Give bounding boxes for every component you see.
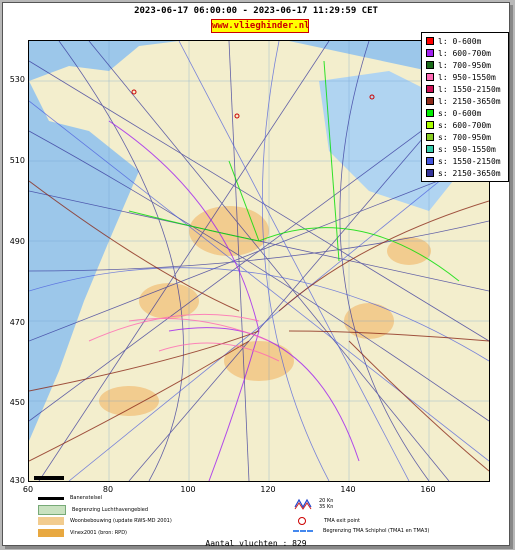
flight-count: Aantal vluchten : 829	[205, 539, 307, 548]
legend-swatch	[426, 61, 434, 69]
y-tick-label: 510	[9, 156, 25, 165]
map-frame: 2023-06-17 06:00:00 - 2023-06-17 11:29:5…	[2, 2, 510, 548]
legend-item: l: 700-950m	[422, 59, 508, 71]
key-airport-area: Begrenzing Luchthavengebied	[38, 505, 148, 515]
runway-scale-bar	[34, 476, 64, 480]
tracks-brown	[29, 180, 489, 472]
housing-area	[387, 237, 431, 265]
legend-swatch	[426, 157, 434, 165]
housing-area	[189, 206, 269, 256]
y-tick-label: 470	[9, 318, 25, 327]
key-vinex: Vinex2001 (bron: RPD)	[38, 529, 127, 537]
map-key: Banenstelsel Begrenzing Luchthavengebied…	[28, 495, 488, 541]
legend-swatch	[426, 109, 434, 117]
x-tick-label: 80	[102, 485, 114, 494]
key-tma-exit: TMA exit point	[298, 517, 360, 525]
housing-area	[224, 341, 294, 381]
tracks-navy	[29, 41, 489, 481]
key-runway: Banenstelsel	[38, 495, 102, 501]
legend-item: s: 0-600m	[422, 107, 508, 119]
y-tick-label: 450	[9, 398, 25, 407]
x-tick-label: 60	[22, 485, 34, 494]
legend-swatch	[426, 121, 434, 129]
key-tma-boundary: Begrenzing TMA Schiphol (TMA1 en TMA3)	[293, 528, 429, 534]
y-tick-label: 530	[9, 75, 25, 84]
x-tick-label: 160	[420, 485, 436, 494]
tma-exit-point	[131, 89, 137, 95]
runway-swatch	[38, 496, 64, 500]
time-range-title: 2023-06-17 06:00:00 - 2023-06-17 11:29:5…	[134, 6, 378, 16]
legend-swatch	[426, 97, 434, 105]
legend-item: l: 1550-2150m	[422, 83, 508, 95]
legend-swatch	[426, 37, 434, 45]
tma-boundary-swatch	[293, 530, 313, 532]
flight-track-map[interactable]	[28, 40, 490, 482]
map-canvas	[29, 41, 489, 481]
housing-swatch	[38, 517, 64, 525]
legend-item: s: 600-700m	[422, 119, 508, 131]
legend-swatch	[426, 169, 434, 177]
legend-item: s: 700-950m	[422, 131, 508, 143]
legend-item: s: 950-1550m	[422, 143, 508, 155]
legend-swatch	[426, 85, 434, 93]
x-tick-label: 140	[340, 485, 356, 494]
vinex-swatch	[38, 529, 64, 537]
tracks-pink	[88, 313, 280, 362]
x-tick-label: 100	[180, 485, 196, 494]
legend-item: l: 0-600m	[422, 35, 508, 47]
y-tick-label: 430	[9, 476, 25, 485]
legend-item: l: 2150-3650m	[422, 95, 508, 107]
x-tick-label: 120	[260, 485, 276, 494]
legend-item: l: 950-1550m	[422, 71, 508, 83]
airport-area-swatch	[38, 505, 66, 515]
legend-swatch	[426, 49, 434, 57]
wind-barb-icon	[294, 498, 312, 510]
y-tick-label: 490	[9, 237, 25, 246]
legend-swatch	[426, 145, 434, 153]
housing-area	[139, 283, 199, 319]
key-wind: 20 Kn 35 Kn	[293, 497, 333, 511]
tma-exit-point	[369, 94, 375, 100]
legend-item: l: 600-700m	[422, 47, 508, 59]
legend-swatch	[426, 73, 434, 81]
site-link[interactable]: www.vlieghinder.nl	[211, 19, 310, 33]
legend-item: s: 2150-3650m	[422, 167, 508, 179]
altitude-legend: l: 0-600m l: 600-700m l: 700-950m l: 950…	[421, 32, 509, 182]
legend-swatch	[426, 133, 434, 141]
exit-point-icon	[298, 517, 306, 525]
tma-exit-point	[234, 113, 240, 119]
legend-item: s: 1550-2150m	[422, 155, 508, 167]
key-housing: Woonbebouwing (update RWS-MD 2001)	[38, 517, 172, 525]
tracks-green	[128, 60, 460, 282]
